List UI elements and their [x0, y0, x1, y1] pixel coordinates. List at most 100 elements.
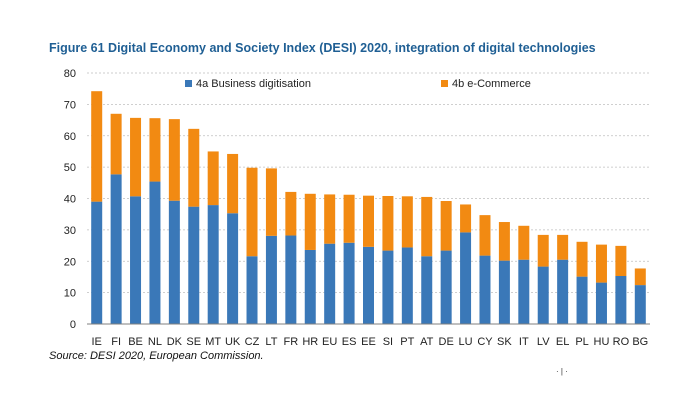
x-tick-label: IE	[92, 336, 102, 348]
bar-ecommerce-pl	[576, 241, 588, 277]
bar-business-lu	[460, 232, 472, 324]
bar-business-lv	[537, 266, 549, 324]
x-tick-label: FI	[111, 336, 121, 348]
legend-swatch-ecommerce	[441, 80, 448, 87]
bar-ecommerce-de	[440, 201, 452, 251]
x-tick-label: IT	[519, 336, 529, 348]
bar-business-be	[130, 196, 142, 324]
bar-business-cz	[246, 256, 258, 324]
bar-ecommerce-ro	[615, 245, 627, 276]
bar-ecommerce-dk	[168, 119, 180, 201]
y-tick-label: 10	[64, 288, 76, 300]
footer-mark: · | ·	[556, 367, 568, 376]
x-tick-label: PT	[400, 336, 414, 348]
bar-ecommerce-cy	[479, 215, 491, 256]
bar-business-ie	[91, 201, 103, 324]
bar-ecommerce-be	[130, 117, 142, 197]
bar-ecommerce-fr	[285, 191, 297, 236]
bar-business-fi	[110, 174, 122, 324]
bar-ecommerce-bg	[634, 268, 646, 286]
y-tick-label: 40	[64, 194, 76, 206]
x-tick-label: LU	[459, 336, 473, 348]
bar-ecommerce-sk	[498, 222, 510, 261]
bar-business-hu	[595, 282, 607, 324]
bar-ecommerce-pt	[401, 196, 413, 248]
bar-ecommerce-ee	[363, 195, 374, 247]
x-tick-label: NL	[148, 336, 162, 348]
bar-business-lt	[265, 235, 277, 324]
x-tick-label: RO	[613, 336, 630, 348]
bar-business-si	[382, 250, 394, 324]
x-tick-label: EL	[556, 336, 569, 348]
bar-ecommerce-hu	[595, 244, 607, 283]
bar-ecommerce-lu	[460, 204, 472, 233]
y-tick-label: 50	[64, 162, 76, 174]
legend-label: 4a Business digitisation	[196, 78, 311, 90]
bar-business-de	[440, 250, 452, 324]
bars	[91, 91, 646, 324]
bar-ecommerce-si	[382, 195, 394, 251]
bar-business-mt	[207, 205, 219, 324]
bar-business-hr	[304, 249, 316, 324]
x-axis-ticks: IE FI BE NL DK SE MT UK CZ LT FR HR EU ES EE SI PT AT DE LU…	[92, 336, 649, 348]
x-tick-label: SK	[497, 336, 512, 348]
bar-ecommerce-cz	[246, 167, 258, 257]
legend-label: 4b e-Commerce	[452, 78, 531, 90]
bar-business-eu	[324, 243, 336, 324]
bar-ecommerce-uk	[227, 153, 239, 214]
bar-business-at	[421, 256, 433, 324]
bar-ecommerce-mt	[207, 151, 219, 206]
bar-ecommerce-fi	[110, 113, 122, 175]
x-tick-label: MT	[205, 336, 221, 348]
bar-business-sk	[498, 260, 510, 324]
bar-business-pt	[401, 247, 413, 324]
bar-business-dk	[168, 200, 180, 324]
x-tick-label: ES	[342, 336, 357, 348]
bar-ecommerce-it	[518, 225, 530, 260]
bar-business-ro	[615, 275, 627, 324]
bar-ecommerce-eu	[324, 194, 336, 244]
bar-ecommerce-ie	[91, 91, 103, 202]
x-tick-label: SI	[383, 336, 393, 348]
x-tick-label: CY	[477, 336, 493, 348]
bar-ecommerce-es	[343, 194, 355, 243]
x-tick-label: AT	[420, 336, 434, 348]
y-tick-label: 30	[64, 225, 76, 237]
x-tick-label: LV	[537, 336, 550, 348]
bar-business-cy	[479, 255, 491, 324]
bar-ecommerce-lv	[537, 234, 549, 267]
bar-business-it	[518, 259, 530, 324]
x-tick-label: SE	[186, 336, 201, 348]
x-tick-label: EE	[361, 336, 376, 348]
x-tick-label: CZ	[245, 336, 260, 348]
x-tick-label: DE	[439, 336, 454, 348]
y-tick-label: 80	[64, 68, 76, 80]
x-tick-label: DK	[167, 336, 183, 348]
bar-ecommerce-lt	[265, 168, 277, 236]
y-tick-label: 0	[70, 319, 76, 331]
bar-ecommerce-at	[421, 196, 433, 257]
bar-business-pl	[576, 276, 588, 324]
bar-ecommerce-se	[188, 128, 200, 207]
y-tick-label: 60	[64, 131, 76, 143]
y-tick-label: 20	[64, 256, 76, 268]
bar-business-bg	[634, 285, 646, 324]
x-tick-label: HU	[594, 336, 610, 348]
y-axis-ticks: 0 10 20 30 40 50 60 70 80	[64, 68, 76, 331]
bar-ecommerce-hr	[304, 193, 316, 250]
x-tick-label: EU	[322, 336, 337, 348]
bar-business-se	[188, 206, 200, 324]
source-note: Source: DESI 2020, European Commission.	[49, 350, 264, 362]
bar-business-nl	[149, 181, 161, 324]
x-tick-label: HR	[302, 336, 318, 348]
bar-business-fr	[285, 235, 297, 324]
x-tick-label: UK	[225, 336, 241, 348]
x-tick-label: LT	[265, 336, 277, 348]
legend-swatch-business	[185, 80, 192, 87]
chart-title: Figure 61 Digital Economy and Society In…	[49, 41, 596, 55]
x-tick-label: BE	[128, 336, 143, 348]
y-tick-label: 70	[64, 99, 76, 111]
legend: 4a Business digitisation 4b e-Commerce	[185, 78, 531, 90]
x-tick-label: PL	[575, 336, 588, 348]
